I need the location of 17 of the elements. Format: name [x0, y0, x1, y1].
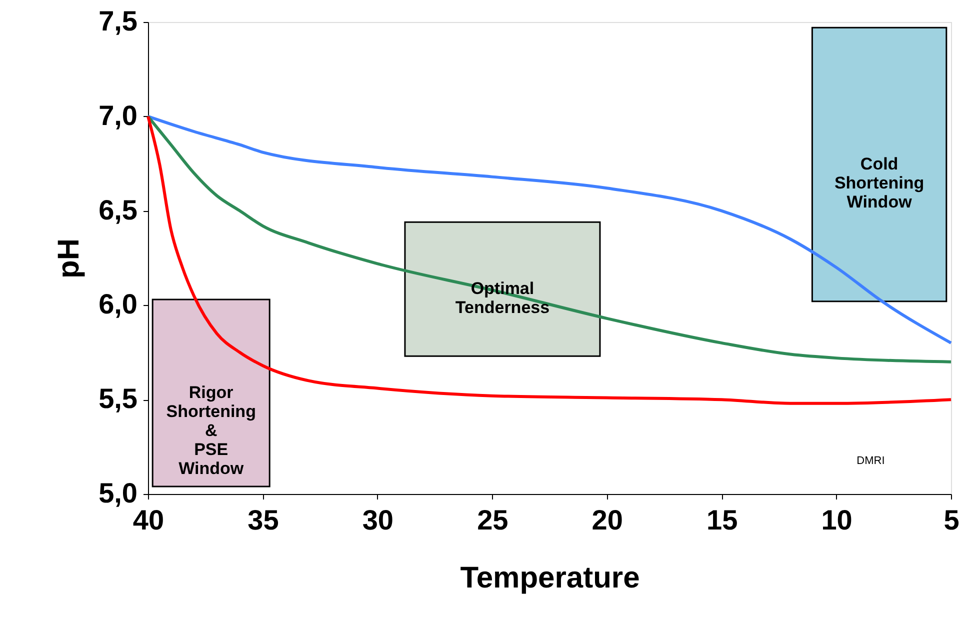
y-tick-label: 6,0 [98, 288, 138, 320]
x-axis-title: Temperature [460, 562, 640, 594]
x-tick-label: 25 [477, 504, 508, 536]
x-tick-label: 15 [706, 504, 738, 536]
annotation: DMRI [856, 454, 885, 467]
y-tick-label: 5,5 [98, 383, 138, 414]
x-tick-label: 35 [248, 504, 279, 536]
y-tick-label: 7,5 [98, 6, 138, 36]
x-tick-label: 20 [592, 504, 623, 536]
band-label: Cold Shortening Window [834, 154, 924, 212]
x-tick-label: 5 [944, 504, 960, 536]
x-tick-label: 30 [362, 504, 394, 536]
y-tick-label: 7,0 [98, 100, 138, 131]
y-axis-title: pH [52, 238, 86, 278]
x-tick-label: 10 [821, 504, 852, 536]
y-tick-label: 6,5 [98, 194, 138, 226]
band-label: Rigor Shortening & PSE Window [166, 382, 256, 478]
